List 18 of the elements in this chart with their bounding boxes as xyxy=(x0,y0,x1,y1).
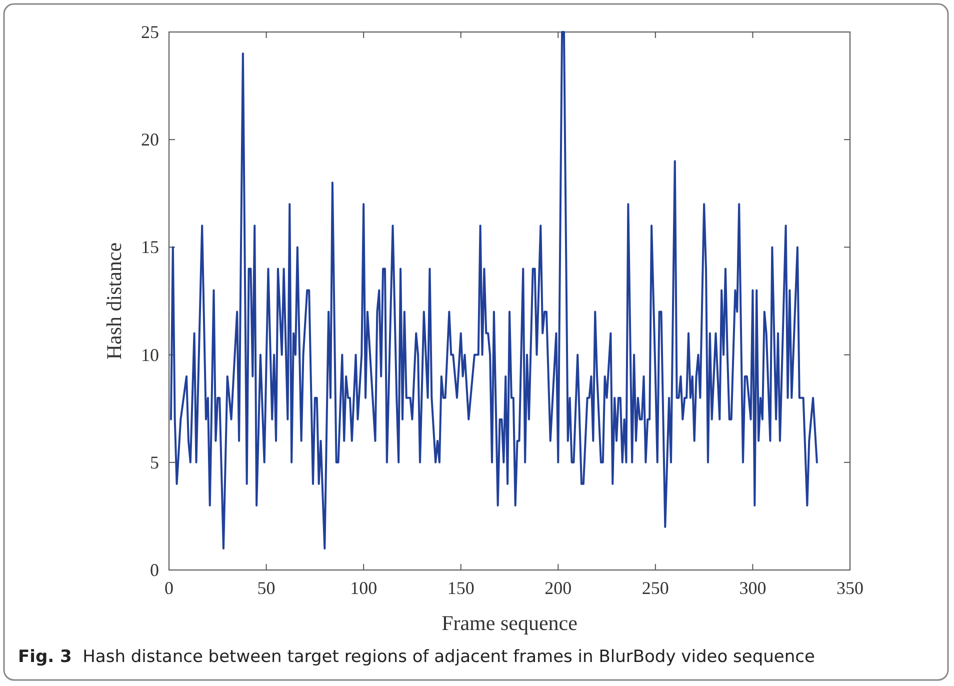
y-axis-title: Hash distance xyxy=(102,242,126,360)
x-tick-label: 0 xyxy=(164,578,174,598)
x-tick-label: 100 xyxy=(350,578,378,598)
y-tick-label: 10 xyxy=(141,344,159,365)
x-tick-label: 250 xyxy=(642,578,669,598)
y-tick-label: 25 xyxy=(141,22,159,42)
x-tick-label: 350 xyxy=(836,578,864,598)
y-tick-label: 0 xyxy=(150,560,159,580)
y-tick-label: 20 xyxy=(141,130,159,150)
x-tick-label: 200 xyxy=(544,578,572,598)
x-tick-label: 50 xyxy=(257,578,276,598)
x-tick-label: 300 xyxy=(739,578,766,598)
x-axis-title: Frame sequence xyxy=(442,611,578,635)
x-tick-label: 150 xyxy=(447,578,474,598)
caption: Fig. 3 Hash distance between target regions of adjacent frames in BlurBody video sequence xyxy=(18,647,815,667)
line-series xyxy=(170,31,818,550)
y-tick-label: 5 xyxy=(150,452,159,472)
y-tick-label: 15 xyxy=(141,237,159,258)
